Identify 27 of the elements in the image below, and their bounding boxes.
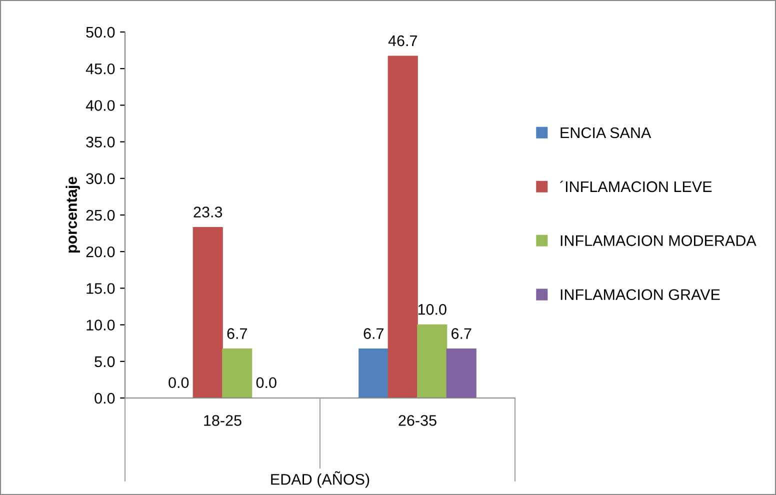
- legend-label: ENCIA SANA: [560, 127, 652, 138]
- legend-label: ´INFLAMACION LEVE: [560, 180, 712, 192]
- data-label: 6.7: [452, 328, 472, 339]
- data-label: 23.3: [194, 206, 222, 218]
- x-axis-title: EDAD (AÑOS): [271, 471, 370, 488]
- y-tick-label: 30.0: [86, 173, 115, 184]
- data-label: 0.0: [168, 377, 189, 388]
- legend-label: INFLAMACION GRAVE: [560, 289, 720, 300]
- data-label: 46.7: [388, 35, 417, 46]
- data-label: 10.0: [418, 304, 446, 315]
- data-label: 6.7: [227, 328, 247, 339]
- x-tick-label: 26-35: [398, 415, 436, 426]
- y-tick-label: 15.0: [86, 283, 115, 294]
- y-axis-title: porcentaje: [66, 176, 80, 253]
- y-tick-label: 40.0: [86, 100, 115, 111]
- y-tick-label: 0.0: [94, 392, 115, 404]
- legend-label: INFLAMACION MODERADA: [560, 235, 756, 246]
- y-tick-label: 50.0: [86, 26, 115, 38]
- y-tick-label: 45.0: [86, 63, 115, 74]
- x-tick-label: 18-25: [204, 415, 242, 426]
- y-tick-label: 20.0: [86, 246, 115, 258]
- y-tick-label: 5.0: [94, 356, 115, 368]
- y-tick-label: 10.0: [86, 320, 115, 330]
- y-tick-label: 35.0: [86, 136, 115, 148]
- data-label: 6.7: [364, 328, 384, 339]
- y-tick-label: 25.0: [86, 210, 115, 221]
- data-label: 0.0: [256, 377, 276, 388]
